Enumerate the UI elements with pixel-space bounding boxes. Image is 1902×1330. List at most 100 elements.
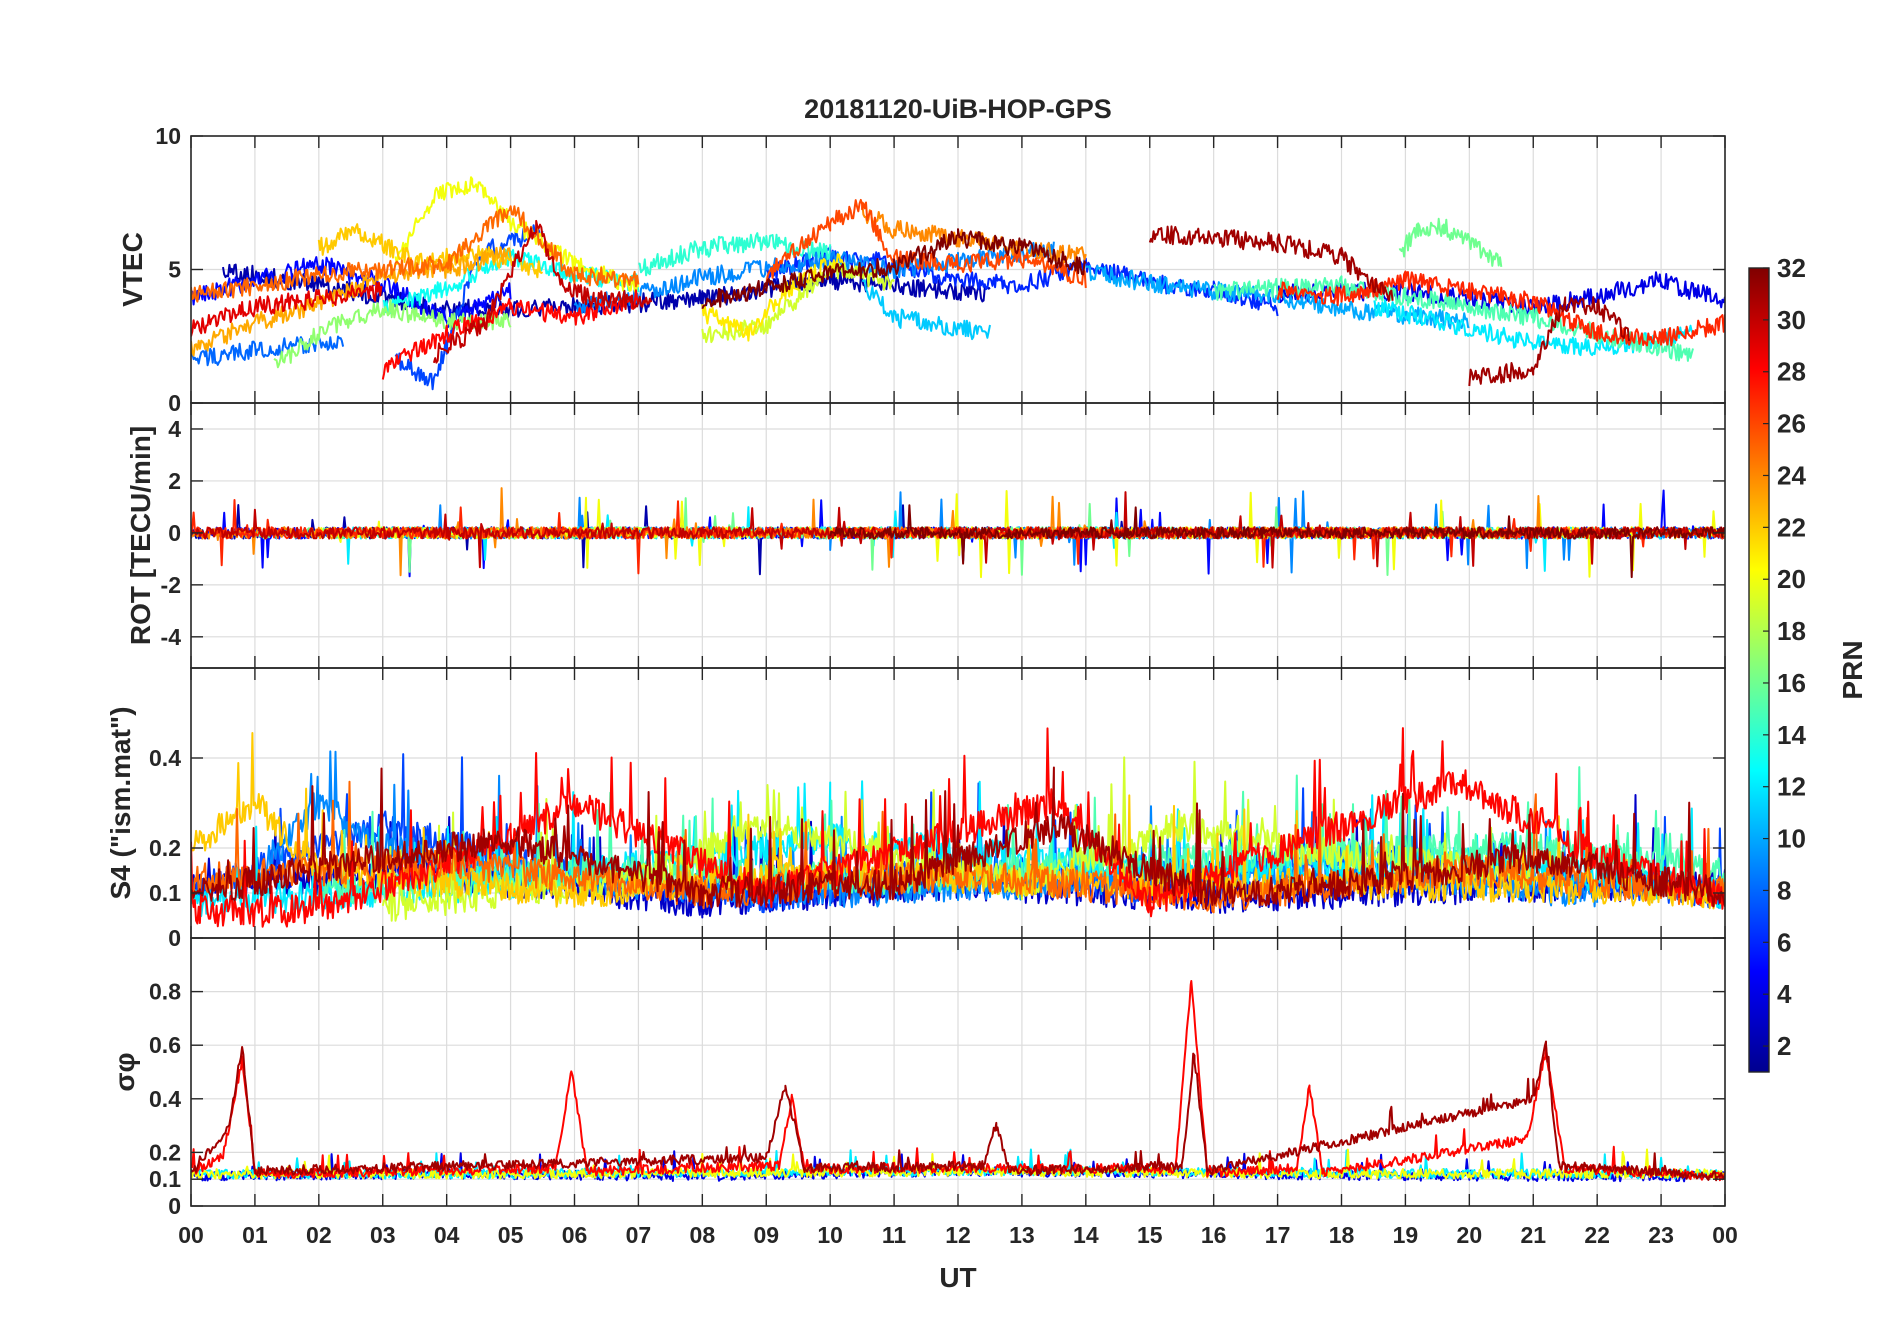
- y-tick-label: 4: [168, 416, 181, 442]
- x-tick-label: 21: [1520, 1222, 1546, 1248]
- x-tick-label: 08: [690, 1222, 716, 1248]
- x-tick-label: 05: [498, 1222, 524, 1248]
- series-prn-25: [191, 205, 640, 303]
- y-axis-label-s4: S4 ("ism.mat"): [105, 706, 136, 899]
- series-prn-32: [701, 228, 1087, 310]
- y-tick-label: 2: [168, 468, 181, 494]
- x-tick-label: 00: [178, 1222, 204, 1248]
- x-tick-label: 23: [1648, 1222, 1674, 1248]
- x-tick-label: 10: [817, 1222, 843, 1248]
- series-prn-30: [432, 219, 653, 364]
- panel-rot: -4 -2 0 2 4 ROT [TECU/min]: [125, 402, 1726, 669]
- x-tick-label: 16: [1201, 1222, 1227, 1248]
- colorbar-label: PRN: [1837, 640, 1868, 699]
- colorbar-tick-label: 6: [1777, 927, 1791, 957]
- x-tick-label: 18: [1329, 1222, 1355, 1248]
- colorbar-tick-label: 24: [1777, 460, 1806, 490]
- series-prn-20: [394, 176, 640, 295]
- colorbar-tick-label: 4: [1777, 979, 1792, 1009]
- y-tick-label: 0: [168, 925, 181, 951]
- y-tick-label: 0: [168, 1193, 181, 1219]
- series-prn-11: [861, 279, 991, 341]
- colorbar-tick-label: 2: [1777, 1031, 1791, 1061]
- tick-marks: [190, 938, 1726, 1207]
- y-tick-label: 0.4: [149, 745, 181, 771]
- x-tick-label: 12: [945, 1222, 971, 1248]
- y-axis-label-rot: ROT [TECU/min]: [125, 426, 156, 645]
- y-tick-label: 10: [155, 123, 181, 149]
- tick-marks: [190, 668, 1726, 939]
- colorbar-tick-label: 22: [1777, 512, 1806, 542]
- series-group: [191, 176, 1725, 391]
- y-tick-label: 0.4: [149, 1086, 181, 1112]
- x-tick-label: 17: [1265, 1222, 1291, 1248]
- colorbar-scale: [1748, 267, 1770, 1073]
- colorbar-tick-label: 30: [1777, 305, 1806, 335]
- panel-sigma: 00.10.2 0.4 0.6 0.8 σφ: [109, 937, 1726, 1219]
- y-tick-label: 0.2: [149, 835, 181, 861]
- colorbar-tick-label: 8: [1777, 875, 1791, 905]
- y-tick-label: 0.1: [149, 880, 181, 906]
- x-tick-label: 02: [306, 1222, 332, 1248]
- x-tick-label: 04: [434, 1222, 460, 1248]
- panel-s4: 0 0.1 0.2 0.4 S4 ("ism.mat"): [105, 667, 1726, 951]
- series-prn-14: [638, 232, 832, 277]
- x-tick-label: 22: [1584, 1222, 1610, 1248]
- colorbar-tick-label: 18: [1777, 616, 1806, 646]
- x-tick-label: 01: [242, 1222, 268, 1248]
- y-tick-label: 0: [168, 390, 181, 416]
- series-prn-31: [191, 766, 1725, 910]
- colorbar-tick-label: 28: [1777, 357, 1806, 387]
- series-prn-26: [765, 198, 1087, 288]
- y-tick-label: 0.6: [149, 1032, 181, 1058]
- colorbar-tick-label: 32: [1777, 253, 1806, 283]
- y-tick-label: 0.1: [149, 1166, 181, 1192]
- panel-vtec: 0 5 10 VTEC: [117, 123, 1726, 416]
- tick-marks: [190, 135, 1726, 404]
- tick-marks: [190, 403, 1726, 668]
- series-prn-31: [1468, 296, 1631, 387]
- series-group: [191, 727, 1725, 928]
- x-tick-label: 06: [562, 1222, 588, 1248]
- series-prn-31: [1148, 225, 1394, 302]
- colorbar-tick-label: 20: [1777, 564, 1806, 594]
- series-prn-27: [1276, 270, 1725, 347]
- series-prn-23: [191, 246, 512, 357]
- colorbar-tick-label: 14: [1777, 720, 1806, 750]
- series-prn-9: [573, 241, 1055, 315]
- grid: [190, 938, 1726, 1207]
- x-tick-label: 00: [1712, 1222, 1738, 1248]
- x-tick-label: 20: [1457, 1222, 1483, 1248]
- colorbar-tick-label: 16: [1777, 668, 1806, 698]
- x-tick-label: 13: [1009, 1222, 1035, 1248]
- y-tick-label: 0.2: [149, 1139, 181, 1165]
- y-tick-label: -4: [161, 624, 182, 650]
- series-prn-22: [191, 732, 1725, 910]
- colorbar-tick-label: 12: [1777, 772, 1806, 802]
- y-axis-label-vtec: VTEC: [117, 232, 148, 307]
- colorbar-tick-label: 10: [1777, 824, 1806, 854]
- y-tick-label: 5: [168, 257, 181, 283]
- series-prn-28: [381, 289, 640, 380]
- x-tick-label: 09: [753, 1222, 779, 1248]
- series-prn-8: [191, 335, 345, 367]
- x-axis-label: UT: [939, 1262, 976, 1293]
- colorbar-tick-label: 26: [1777, 409, 1806, 439]
- x-tick-label: 15: [1137, 1222, 1163, 1248]
- x-tick-label: 07: [626, 1222, 652, 1248]
- x-tick-label: 19: [1393, 1222, 1419, 1248]
- y-tick-label: 0: [168, 520, 181, 546]
- y-tick-label: 0.8: [149, 979, 181, 1005]
- series-prn-32: [829, 504, 1725, 579]
- series-prn-29: [191, 281, 383, 337]
- x-tick-labels: 00 01 02 03 04 05 06 07 08 09 10 11 12 13 14 15 16 17 18 19…: [178, 1222, 1738, 1248]
- series-prn-31: [191, 1040, 1725, 1182]
- series-group: [191, 487, 1725, 579]
- series-prn-24: [861, 201, 1087, 265]
- series-prn-20: [191, 1148, 1725, 1180]
- chart-title: 20181120-UiB-HOP-GPS: [804, 94, 1112, 124]
- y-axis-label-sigma: σφ: [109, 1052, 140, 1091]
